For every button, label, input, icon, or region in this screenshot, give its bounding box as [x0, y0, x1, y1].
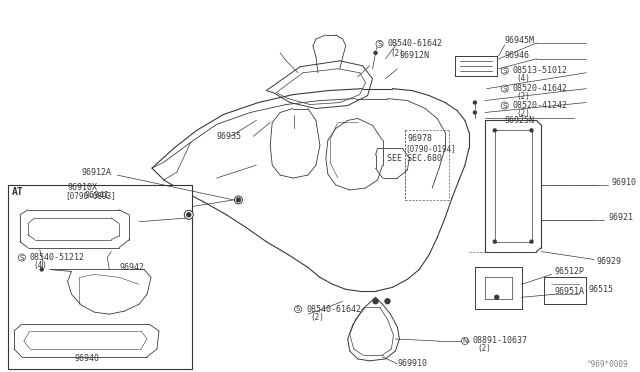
Text: [0790-0194]: [0790-0194]: [405, 144, 456, 153]
Text: 96515: 96515: [588, 285, 613, 294]
Circle shape: [474, 111, 476, 114]
Circle shape: [493, 129, 496, 132]
Text: 96941: 96941: [84, 192, 109, 201]
Circle shape: [530, 240, 533, 243]
Text: 96925N: 96925N: [505, 116, 534, 125]
Text: (2): (2): [310, 312, 324, 322]
Text: 96512P: 96512P: [554, 267, 584, 276]
Text: (2): (2): [516, 109, 531, 118]
Text: 96929: 96929: [596, 257, 621, 266]
Text: SEE SEC.680: SEE SEC.680: [387, 154, 442, 163]
Text: ^969*0089: ^969*0089: [586, 360, 628, 369]
Circle shape: [374, 51, 377, 54]
Text: 96910: 96910: [611, 177, 636, 186]
Text: S: S: [296, 306, 300, 312]
Text: 08513-51012: 08513-51012: [513, 66, 568, 75]
Text: (2): (2): [516, 92, 531, 101]
Text: S: S: [20, 254, 24, 260]
Text: 08520-41642: 08520-41642: [513, 84, 568, 93]
Text: 08540-51212: 08540-51212: [30, 253, 85, 262]
Circle shape: [530, 129, 533, 132]
Bar: [8, 185, 192, 369]
Circle shape: [493, 240, 496, 243]
Text: 08540-61642: 08540-61642: [387, 39, 442, 48]
Text: S: S: [502, 68, 507, 74]
Circle shape: [187, 213, 191, 217]
Circle shape: [373, 299, 378, 304]
Circle shape: [495, 295, 499, 299]
Text: 08891-10637: 08891-10637: [473, 337, 528, 346]
Text: 08540-61642: 08540-61642: [306, 305, 361, 314]
Text: S: S: [502, 103, 507, 109]
Text: S: S: [378, 41, 381, 47]
Circle shape: [474, 101, 476, 104]
Text: 08520-41242: 08520-41242: [513, 101, 568, 110]
Text: 96946: 96946: [505, 51, 530, 60]
Text: 96912N: 96912N: [399, 51, 429, 60]
Circle shape: [236, 198, 241, 202]
Text: 96940: 96940: [74, 355, 99, 363]
Text: 96978: 96978: [407, 134, 433, 143]
Text: 96921: 96921: [608, 213, 633, 222]
Text: 96912A: 96912A: [81, 168, 111, 177]
Text: 96951A: 96951A: [554, 287, 584, 296]
Text: (4): (4): [516, 74, 531, 83]
Text: [0790-0893]: [0790-0893]: [65, 192, 116, 201]
Circle shape: [40, 268, 44, 271]
Text: 96910X: 96910X: [68, 183, 97, 192]
Text: (4): (4): [34, 261, 47, 270]
Circle shape: [184, 210, 193, 219]
Text: 96942: 96942: [119, 263, 144, 272]
Text: AT: AT: [12, 187, 24, 197]
Text: 969910: 969910: [397, 359, 428, 368]
Text: S: S: [502, 86, 507, 92]
Text: 96935: 96935: [216, 132, 241, 141]
Text: 96945M: 96945M: [505, 36, 534, 45]
Circle shape: [385, 299, 390, 304]
Text: N: N: [462, 338, 468, 344]
Circle shape: [234, 196, 243, 204]
Text: (2): (2): [477, 344, 491, 353]
Text: (2): (2): [390, 49, 404, 58]
